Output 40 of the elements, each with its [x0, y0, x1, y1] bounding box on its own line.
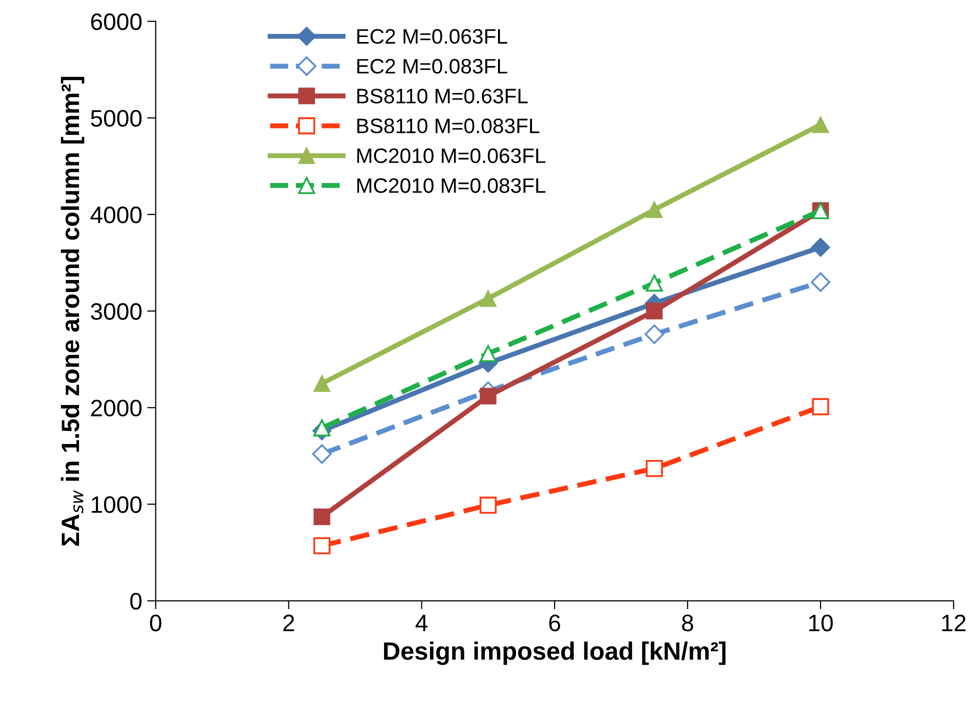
- legend-label: BS8110 M=0.63FL: [357, 88, 528, 104]
- point: [646, 302, 663, 320]
- legend-label: MC2010 M=0.083FL: [357, 178, 546, 193]
- point: [480, 496, 497, 514]
- point: [480, 290, 496, 307]
- point: [811, 238, 830, 257]
- y-tick-label: 1000: [92, 496, 142, 514]
- x-axis-title: Design imposed load [kN/m²]: [384, 642, 726, 665]
- legend-label: MC2010 M=0.063FL: [357, 148, 546, 164]
- point: [810, 272, 830, 292]
- point: [646, 460, 663, 478]
- y-tick-label: 4000: [90, 206, 142, 224]
- y-tick-label: 3000: [90, 303, 142, 320]
- x-tick-label: 10: [809, 614, 833, 632]
- x-tick-label: 0: [150, 614, 162, 632]
- legend-label: EC2 M=0.083FL: [357, 58, 508, 74]
- point: [480, 345, 497, 362]
- y-tick-label: 5000: [90, 110, 142, 127]
- point: [313, 419, 330, 436]
- x-tick-label: 12: [942, 614, 966, 632]
- legend-label: EC2 M=0.063FL: [357, 29, 508, 44]
- point: [480, 388, 496, 404]
- x-tick-label: 2: [283, 614, 294, 632]
- point: [313, 537, 330, 554]
- point: [646, 201, 663, 218]
- y-axis-title: ΣA$_{sw}$ in 1.5d zone around column [mm²]: [60, 76, 84, 546]
- point: [812, 398, 830, 416]
- point: [314, 508, 330, 526]
- x-tick-label: 4: [416, 614, 428, 632]
- x-tick-label: 6: [549, 614, 560, 632]
- point: [644, 324, 664, 344]
- point: [646, 274, 663, 292]
- legend-label: BS8110 M=0.083FL: [357, 118, 540, 134]
- y-tick-label: 6000: [91, 13, 142, 30]
- point: [312, 444, 332, 464]
- y-tick-label: 0: [130, 592, 142, 610]
- point: [812, 116, 829, 133]
- y-tick-label: 2000: [91, 400, 142, 416]
- point: [314, 375, 330, 392]
- x-tick-label: 8: [682, 614, 694, 632]
